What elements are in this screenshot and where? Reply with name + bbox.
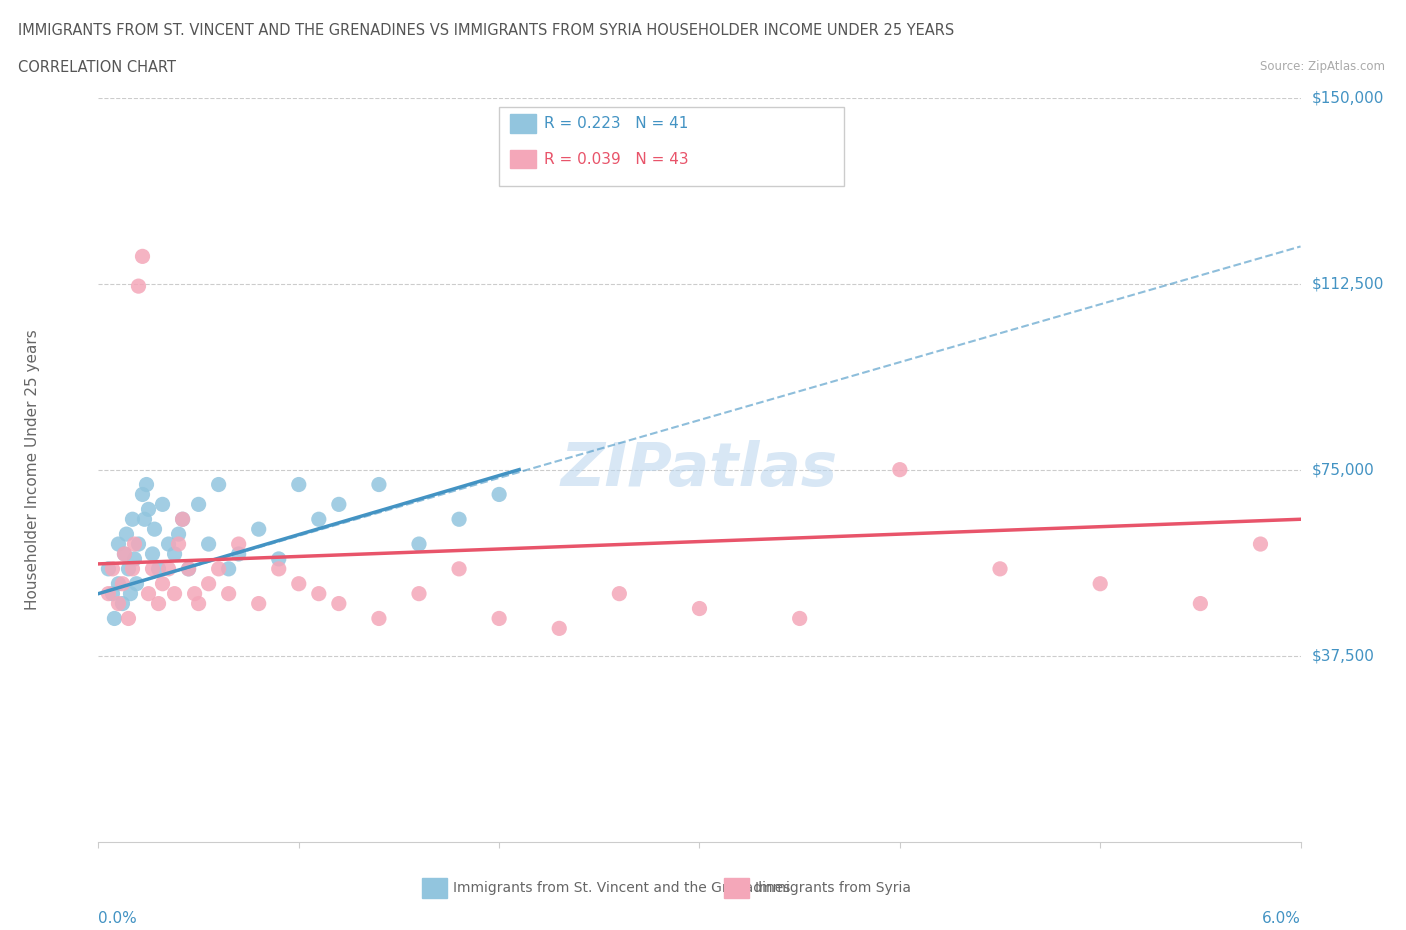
Point — [128, 279, 150, 294]
Text: $37,500: $37,500 — [1312, 648, 1375, 663]
Text: 6.0%: 6.0% — [1261, 911, 1301, 926]
Point — [138, 586, 160, 601]
Point — [488, 487, 510, 502]
Point — [287, 577, 309, 591]
Point — [328, 596, 350, 611]
Point — [101, 562, 124, 577]
Point — [408, 537, 430, 551]
Point — [141, 547, 163, 562]
Text: $75,000: $75,000 — [1312, 462, 1375, 477]
Point — [267, 551, 290, 566]
Point — [124, 537, 146, 551]
Point — [111, 596, 134, 611]
Point — [183, 586, 205, 601]
Point — [408, 586, 430, 601]
Point — [107, 537, 129, 551]
Point — [152, 577, 174, 591]
Point — [101, 586, 124, 601]
Point — [124, 551, 146, 566]
Point — [488, 611, 510, 626]
Text: Immigrants from St. Vincent and the Grenadines: Immigrants from St. Vincent and the Gren… — [453, 881, 790, 896]
Point — [114, 547, 136, 562]
Point — [128, 537, 150, 551]
Point — [447, 512, 470, 526]
Point — [218, 586, 240, 601]
Point — [131, 249, 153, 264]
Text: $112,500: $112,500 — [1312, 276, 1384, 291]
Point — [177, 562, 200, 577]
Point — [228, 537, 250, 551]
Point — [143, 522, 166, 537]
Text: R = 0.223   N = 41: R = 0.223 N = 41 — [544, 116, 689, 131]
Point — [163, 547, 186, 562]
Point — [197, 577, 219, 591]
Text: ZIPatlas: ZIPatlas — [561, 440, 838, 499]
Point — [308, 512, 330, 526]
Point — [187, 497, 209, 512]
Point — [267, 562, 290, 577]
Text: R = 0.039   N = 43: R = 0.039 N = 43 — [544, 152, 689, 166]
Point — [131, 487, 153, 502]
Point — [172, 512, 194, 526]
Point — [107, 577, 129, 591]
Point — [107, 596, 129, 611]
Point — [247, 522, 270, 537]
Point — [1189, 596, 1212, 611]
Point — [218, 562, 240, 577]
Point — [97, 586, 120, 601]
Point — [208, 562, 231, 577]
Point — [134, 512, 156, 526]
Point — [138, 502, 160, 517]
Point — [167, 526, 190, 541]
Point — [607, 586, 630, 601]
Point — [988, 562, 1011, 577]
Point — [177, 562, 200, 577]
Point — [157, 562, 180, 577]
Point — [247, 596, 270, 611]
Text: 0.0%: 0.0% — [98, 911, 138, 926]
Text: Immigrants from Syria: Immigrants from Syria — [755, 881, 911, 896]
Point — [208, 477, 231, 492]
Text: Householder Income Under 25 years: Householder Income Under 25 years — [25, 329, 39, 610]
Point — [889, 462, 911, 477]
Point — [197, 537, 219, 551]
Point — [367, 611, 389, 626]
Point — [117, 562, 139, 577]
Point — [97, 562, 120, 577]
Point — [135, 477, 157, 492]
Point — [148, 562, 170, 577]
Point — [447, 562, 470, 577]
Point — [548, 621, 571, 636]
Point — [308, 586, 330, 601]
Point — [328, 497, 350, 512]
Point — [688, 601, 710, 616]
Point — [152, 497, 174, 512]
Point — [115, 526, 138, 541]
Point — [789, 611, 811, 626]
Point — [117, 611, 139, 626]
Point — [287, 477, 309, 492]
Text: IMMIGRANTS FROM ST. VINCENT AND THE GRENADINES VS IMMIGRANTS FROM SYRIA HOUSEHOL: IMMIGRANTS FROM ST. VINCENT AND THE GREN… — [18, 23, 955, 38]
Point — [1088, 577, 1111, 591]
Point — [125, 577, 148, 591]
Text: CORRELATION CHART: CORRELATION CHART — [18, 60, 176, 75]
Point — [167, 537, 190, 551]
Point — [1249, 537, 1271, 551]
Point — [120, 586, 142, 601]
Point — [187, 596, 209, 611]
Point — [121, 512, 143, 526]
Point — [111, 577, 134, 591]
Point — [228, 547, 250, 562]
Point — [148, 596, 170, 611]
Point — [367, 477, 389, 492]
Point — [163, 586, 186, 601]
Point — [157, 537, 180, 551]
Text: Source: ZipAtlas.com: Source: ZipAtlas.com — [1260, 60, 1385, 73]
Point — [172, 512, 194, 526]
Point — [141, 562, 163, 577]
Point — [114, 547, 136, 562]
Point — [121, 562, 143, 577]
Point — [103, 611, 125, 626]
Text: $150,000: $150,000 — [1312, 90, 1384, 105]
